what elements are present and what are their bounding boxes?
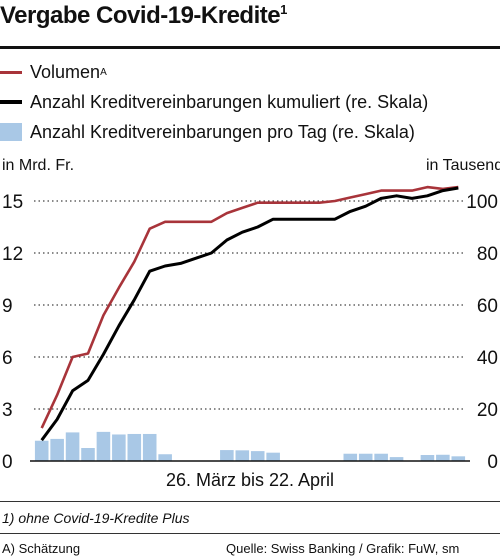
- bar-pro-tag: [142, 433, 157, 461]
- y-right-unit: in Tausend: [426, 157, 500, 174]
- bar-pro-tag: [374, 453, 388, 461]
- bar-pro-tag: [50, 438, 64, 461]
- line-kumuliert: [40, 186, 459, 442]
- bar-pro-tag: [34, 440, 49, 461]
- title-rule: [0, 46, 500, 49]
- line-volumen: [40, 185, 459, 429]
- chart-plot: 0 3 6 9 12 15 0 20 40 60 80 100: [2, 185, 498, 473]
- bar-pro-tag: [266, 452, 280, 461]
- legend-label-kumuliert: Anzahl Kreditvereinbarungen kumuliert (r…: [30, 91, 429, 112]
- y-left-tick-label: 6: [2, 348, 13, 369]
- title-superscript: 1: [280, 2, 287, 17]
- legend-swatch-kumuliert: [0, 100, 22, 104]
- y-left-tick-label: 15: [2, 192, 23, 213]
- bar-pro-tag: [250, 451, 265, 461]
- source-credit: Quelle: Swiss Banking / Grafik: FuW, sm: [226, 541, 460, 556]
- bar-pro-tag: [220, 450, 234, 461]
- bar-pro-tag: [112, 434, 126, 461]
- bar-pro-tag: [451, 456, 466, 461]
- bar-pro-tag: [389, 457, 404, 461]
- footer-rule: [0, 533, 500, 534]
- y-right-tick-label: 0: [487, 452, 498, 473]
- bar-pro-tag: [420, 455, 435, 461]
- y-right-tick-label: 80: [477, 244, 498, 265]
- legend-item-volumen: Volumen A: [0, 57, 428, 87]
- bar-pro-tag: [343, 453, 358, 461]
- caption-rule: [0, 501, 500, 502]
- bar-pro-tag: [436, 454, 450, 461]
- legend-swatch-pro-tag: [0, 123, 22, 141]
- legend-item-pro-tag: Anzahl Kreditvereinbarungen pro Tag (re.…: [0, 117, 428, 147]
- bar-pro-tag: [96, 431, 111, 461]
- bar-pro-tag: [158, 454, 172, 461]
- chart-title: Vergabe Covid-19-Kredite1: [0, 2, 287, 29]
- y-left-tick-label: 9: [2, 296, 13, 317]
- y-right-tick-label: 60: [477, 296, 498, 317]
- y-left-unit: in Mrd. Fr.: [2, 157, 75, 174]
- legend-label-volumen: Volumen: [30, 61, 101, 82]
- bar-pro-tag: [358, 453, 373, 461]
- y-right-tick-label: 20: [477, 400, 498, 421]
- y-right-tick-label: 40: [477, 348, 498, 369]
- y-right-tick-label: 100: [466, 192, 498, 213]
- legend-swatch-volumen: [0, 70, 22, 74]
- x-axis-caption: 26. März bis 22. April: [165, 470, 335, 490]
- note-estimate: A) Schätzung: [2, 541, 81, 556]
- y-left-tick-label: 3: [2, 400, 13, 421]
- bar-pro-tag: [81, 448, 95, 461]
- legend-sup-volumen: A: [100, 66, 107, 78]
- bar-pro-tag: [65, 432, 80, 461]
- legend-item-kumuliert: Anzahl Kreditvereinbarungen kumuliert (r…: [0, 87, 428, 117]
- y-left-tick-label: 12: [2, 244, 23, 265]
- y-left-tick-label: 0: [2, 452, 13, 473]
- bar-pro-tag: [127, 433, 142, 461]
- bar-pro-tag: [235, 450, 250, 461]
- footnote: 1) ohne Covid-19-Kredite Plus: [2, 510, 190, 526]
- legend-label-pro-tag: Anzahl Kreditvereinbarungen pro Tag (re.…: [30, 121, 415, 142]
- legend: Volumen A Anzahl Kreditvereinbarungen kum…: [0, 57, 428, 147]
